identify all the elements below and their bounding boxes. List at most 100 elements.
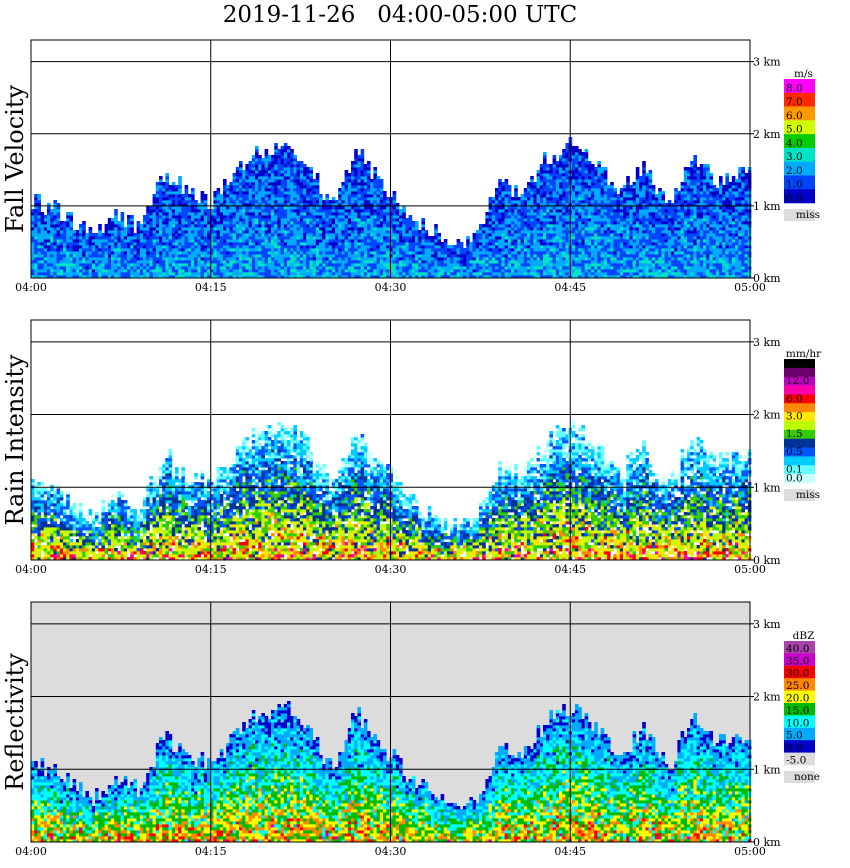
- radar-cell: [219, 218, 224, 222]
- radar-cell: [274, 152, 278, 156]
- radar-cell: [63, 245, 67, 249]
- radar-cell: [543, 200, 547, 204]
- radar-cell: [216, 254, 221, 258]
- radar-cell: [376, 266, 381, 270]
- radar-cell: [191, 251, 195, 255]
- radar-cell: [223, 215, 227, 219]
- radar-cell: [219, 212, 224, 216]
- radar-cell: [584, 167, 589, 171]
- radar-cell: [152, 239, 157, 243]
- radar-cell: [146, 218, 150, 222]
- radar-cell: [101, 239, 105, 243]
- radar-cell: [581, 197, 585, 201]
- radar-cell: [194, 203, 198, 207]
- radar-cell: [325, 194, 329, 198]
- radar-cell: [552, 188, 557, 192]
- radar-cell: [56, 227, 61, 231]
- radar-cell: [152, 218, 157, 222]
- radar-cell: [552, 161, 557, 165]
- radar-cell: [431, 275, 435, 279]
- radar-cell: [175, 215, 179, 219]
- radar-cell: [360, 188, 365, 192]
- radar-cell: [539, 194, 544, 198]
- radar-cell: [584, 152, 589, 156]
- radar-cell: [383, 242, 387, 246]
- radar-cell: [194, 200, 198, 204]
- radar-cell: [501, 236, 505, 240]
- radar-cell: [47, 242, 51, 246]
- radar-cell: [533, 269, 537, 273]
- radar-cell: [379, 227, 384, 231]
- radar-cell: [571, 149, 576, 153]
- radar-cell: [338, 230, 342, 234]
- radar-cell: [40, 236, 45, 240]
- radar-cell: [267, 242, 272, 246]
- radar-cell: [354, 236, 358, 240]
- radar-cell: [443, 272, 448, 276]
- radar-cell: [402, 221, 406, 225]
- radar-cell: [415, 257, 419, 261]
- radar-cell: [242, 209, 246, 213]
- radar-cell: [386, 275, 390, 279]
- radar-cell: [424, 248, 429, 252]
- radar-cell: [363, 227, 368, 231]
- radar-cell: [264, 203, 269, 207]
- radar-cell: [488, 227, 493, 231]
- radar-cell: [511, 245, 515, 249]
- radar-cell: [149, 248, 153, 252]
- radar-cell: [120, 269, 125, 273]
- radar-cell: [251, 179, 256, 183]
- radar-cell: [581, 212, 585, 216]
- radar-cell: [517, 236, 521, 240]
- radar-cell: [357, 194, 361, 198]
- radar-cell: [274, 215, 278, 219]
- radar-cell: [242, 245, 246, 249]
- radar-cell: [309, 224, 313, 228]
- radar-cell: [290, 242, 294, 246]
- radar-cell: [427, 272, 432, 276]
- radar-cell: [194, 224, 198, 228]
- radar-cell: [63, 275, 67, 279]
- radar-cell: [555, 236, 560, 240]
- radar-cell: [488, 200, 493, 204]
- radar-cell: [261, 200, 265, 204]
- radar-cell: [555, 197, 560, 201]
- radar-cell: [72, 230, 77, 234]
- radar-cell: [245, 200, 249, 204]
- radar-cell: [539, 245, 544, 249]
- radar-cell: [434, 260, 438, 264]
- radar-cell: [175, 266, 179, 270]
- radar-cell: [536, 182, 541, 186]
- radar-cell: [296, 176, 301, 180]
- radar-cell: [539, 266, 544, 270]
- radar-cell: [533, 194, 537, 198]
- radar-cell: [395, 275, 400, 279]
- radar-cell: [299, 263, 304, 267]
- radar-cell: [587, 191, 592, 195]
- radar-cell: [290, 218, 294, 222]
- radar-cell: [552, 185, 557, 189]
- radar-cell: [251, 155, 256, 159]
- radar-cell: [53, 248, 57, 252]
- radar-cell: [360, 182, 365, 186]
- radar-cell: [107, 224, 112, 228]
- radar-cell: [197, 209, 201, 213]
- radar-cell: [383, 266, 387, 270]
- radar-cell: [120, 263, 125, 267]
- radar-cell: [469, 272, 473, 276]
- radar-cell: [584, 185, 589, 189]
- radar-cell: [418, 266, 422, 270]
- radar-cell: [501, 248, 505, 252]
- radar-cell: [344, 233, 349, 237]
- radar-cell: [37, 206, 41, 210]
- radar-cell: [328, 218, 333, 222]
- radar-cell: [200, 245, 205, 249]
- radar-cell: [280, 188, 285, 192]
- radar-cell: [139, 275, 144, 279]
- radar-cell: [194, 227, 198, 231]
- radar-cell: [165, 257, 169, 261]
- radar-cell: [463, 269, 467, 273]
- radar-cell: [303, 272, 307, 276]
- radar-cell: [178, 269, 182, 273]
- radar-cell: [287, 161, 291, 165]
